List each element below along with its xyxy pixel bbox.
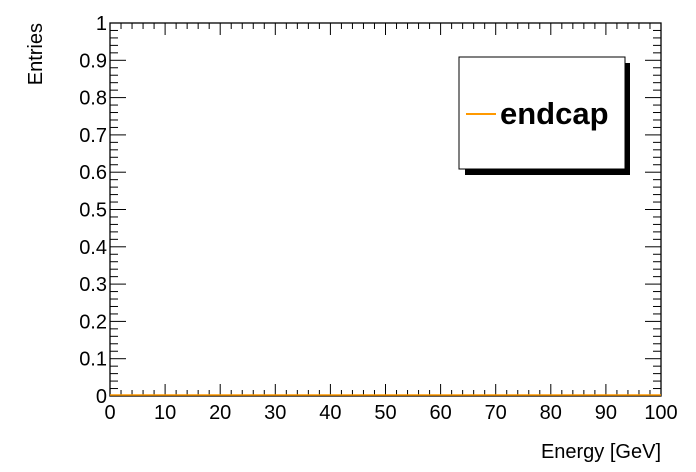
- x-tick-label: 10: [154, 402, 176, 424]
- y-axis-title: Entries: [25, 23, 47, 85]
- y-tick-label: 0.9: [79, 50, 107, 72]
- x-tick-label: 30: [264, 402, 286, 424]
- y-tick-label: 0.3: [79, 274, 107, 296]
- legend-label-endcap: endcap: [500, 96, 609, 131]
- x-tick-label: 50: [374, 402, 396, 424]
- x-tick-label: 40: [319, 402, 341, 424]
- legend: endcap: [458, 56, 630, 175]
- x-tick-label: 100: [644, 402, 677, 424]
- y-tick-label: 0.1: [79, 349, 107, 371]
- x-tick-label: 0: [104, 402, 115, 424]
- y-tick-label: 0: [96, 386, 107, 408]
- x-tick-label: 90: [595, 402, 617, 424]
- x-tick-label: 80: [540, 402, 562, 424]
- x-axis-title: Energy [GeV]: [541, 441, 661, 463]
- y-tick-label: 0.5: [79, 200, 107, 222]
- x-axis-tick-labels: 0 10 20 30 40 50 60 70 80 90 100: [104, 402, 677, 424]
- y-tick-label: 1: [96, 13, 107, 35]
- x-tick-label: 20: [209, 402, 231, 424]
- y-tick-label: 0.7: [79, 125, 107, 147]
- x-tick-label: 70: [485, 402, 507, 424]
- x-tick-label: 60: [429, 402, 451, 424]
- y-tick-label: 0.4: [79, 237, 107, 259]
- y-tick-label: 0.2: [79, 311, 107, 333]
- y-axis-ticks: [110, 22, 661, 397]
- y-tick-label: 0.8: [79, 88, 107, 110]
- y-tick-label: 0.6: [79, 162, 107, 184]
- y-axis-tick-labels: 0 0.1 0.2 0.3 0.4 0.5 0.6 0.7 0.8 0.9 1: [79, 13, 107, 408]
